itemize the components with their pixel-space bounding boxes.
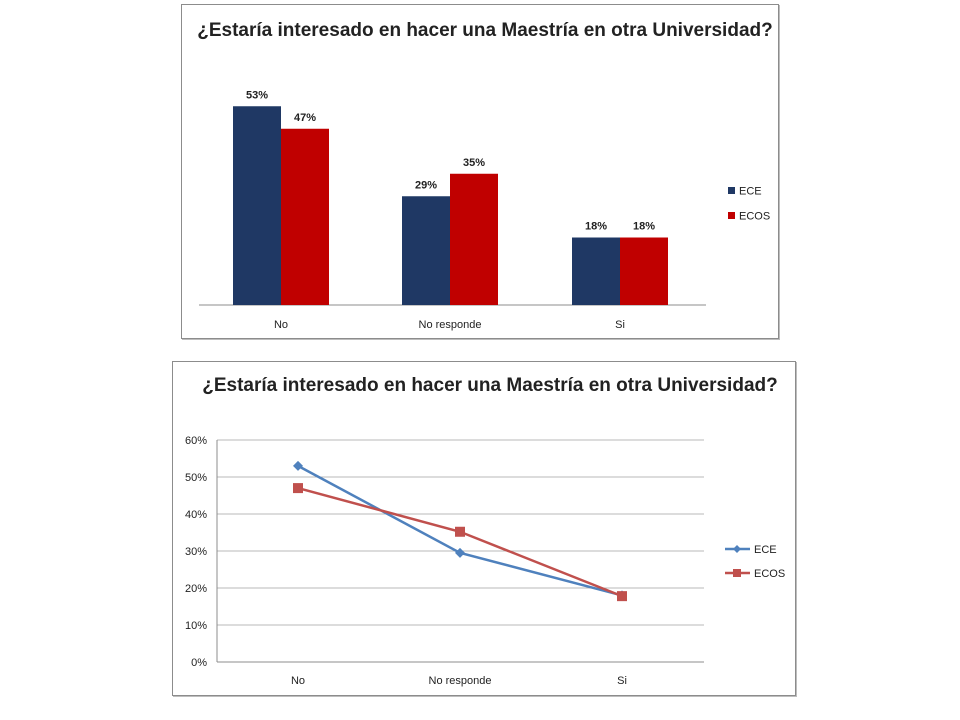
line-chart-panel: ¿Estaría interesado en hacer una Maestrí… [172, 361, 796, 696]
line-legend-label-ece: ECE [754, 544, 777, 556]
bar-ecos-si [620, 237, 668, 305]
bar-x-tick-no: No [274, 319, 288, 331]
line-y-tick-20-: 20% [185, 583, 207, 595]
line-legend-label-ecos: ECOS [754, 568, 785, 580]
line-legend-marker-ecos [733, 569, 741, 577]
point-ecos-no [293, 483, 303, 494]
bar-legend-label-ece: ECE [739, 186, 762, 198]
data-label-ecos-no-responde: 35% [463, 157, 485, 169]
bar-chart-title: ¿Estaría interesado en hacer una Maestrí… [197, 20, 773, 41]
point-ecos-no-responde [455, 526, 465, 537]
bar-ecos-no-responde [450, 173, 498, 305]
data-label-ece-no-responde: 29% [415, 179, 437, 191]
bar-ece-no [233, 106, 281, 305]
bar-ece-no-responde [402, 196, 450, 305]
bar-ecos-no [281, 128, 329, 305]
line-y-tick-60-: 60% [185, 435, 207, 447]
line-y-tick-0-: 0% [191, 657, 207, 669]
series-line-ecos [297, 486, 623, 598]
data-label-ecos-no: 47% [294, 112, 316, 124]
line-chart-svg: 0% 10% 20% 30% 40% 50% 60% No No responde Si ECE EC… [185, 435, 785, 687]
point-ece-no [293, 460, 303, 471]
bar-x-tick-no-responde: No responde [419, 319, 482, 331]
line-y-tick-10-: 10% [185, 620, 207, 632]
point-ecos-si [617, 591, 627, 602]
bar-legend-swatch-ecos [728, 212, 735, 219]
point-ece-no-responde [455, 547, 465, 558]
bar-x-tick-si: Si [615, 319, 625, 331]
line-x-tick-no: No [291, 675, 305, 687]
bar-chart-svg: 53% 47% No 29% 35% No responde 18% 18% Si ECE ECOS [199, 89, 770, 331]
bar-legend-swatch-ece [728, 187, 735, 194]
line-legend-marker-ece [733, 545, 741, 553]
bar-ece-si [572, 237, 620, 305]
data-label-ece-si: 18% [585, 221, 607, 233]
bar-legend-label-ecos: ECOS [739, 211, 770, 223]
line-y-tick-50-: 50% [185, 472, 207, 484]
data-label-ecos-si: 18% [633, 221, 655, 233]
line-x-tick-si: Si [617, 675, 627, 687]
line-y-tick-40-: 40% [185, 509, 207, 521]
line-x-tick-no-responde: No responde [429, 675, 492, 687]
data-label-ece-no: 53% [246, 89, 268, 101]
line-y-tick-30-: 30% [185, 546, 207, 558]
bar-chart-panel: ¿Estaría interesado en hacer una Maestrí… [181, 4, 779, 339]
line-chart-title: ¿Estaría interesado en hacer una Maestrí… [202, 375, 778, 396]
